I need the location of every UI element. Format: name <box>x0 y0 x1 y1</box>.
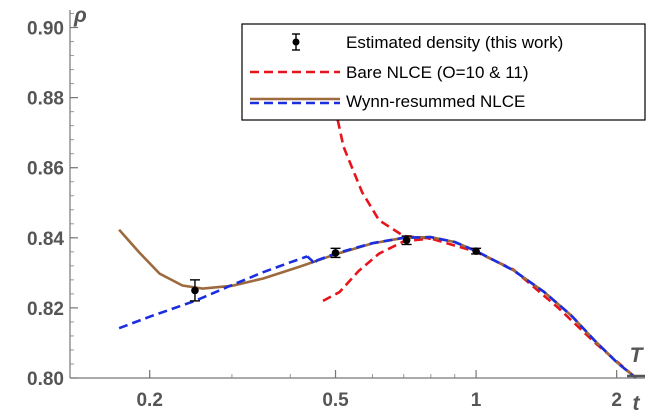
point-marker <box>191 286 199 295</box>
point-marker <box>402 236 411 245</box>
x-tick-label: 2 <box>611 390 622 411</box>
legend: Estimated density (this work) Bare NLCE … <box>241 23 646 121</box>
data-point <box>330 247 341 259</box>
x-tick-label: 0.5 <box>322 390 349 411</box>
x-tick-label: 1 <box>471 390 482 411</box>
point-marker <box>331 249 340 257</box>
tick-labels: 0.2 0.5 1 2 0.80 0.82 0.84 0.86 0.88 0.90 <box>27 19 622 411</box>
plot-series <box>118 36 637 380</box>
x-axis-label-top: T <box>630 344 645 367</box>
y-tick-label: 0.84 <box>27 229 64 250</box>
y-tick-label: 0.88 <box>27 89 64 110</box>
point-marker <box>472 247 480 255</box>
y-tick-label: 0.90 <box>27 19 64 40</box>
y-tick-label: 0.82 <box>27 299 64 320</box>
x-axis-label-bottom: t <box>633 392 641 415</box>
series-line-1-0 <box>323 36 637 379</box>
series-line-2-0 <box>118 228 637 380</box>
data-point <box>471 247 482 255</box>
axis-ticks <box>70 13 618 379</box>
series-line-3-1 <box>306 255 318 267</box>
y-tick-label: 0.86 <box>27 159 64 180</box>
data-points <box>189 235 482 302</box>
series-line-3-0 <box>118 255 308 330</box>
data-point <box>189 279 200 302</box>
data-point <box>401 235 412 246</box>
axes <box>69 10 645 379</box>
legend-label-wynn-nlce: Wynn-resummed NLCE <box>346 92 525 111</box>
legend-label-estimated-density: Estimated density (this work) <box>346 33 563 52</box>
y-axis-label: ρ <box>73 4 87 27</box>
y-tick-label: 0.80 <box>27 369 64 390</box>
legend-label-bare-nlce: Bare NLCE (O=10 & 11) <box>346 63 529 82</box>
legend-errorbar-marker <box>292 33 300 51</box>
x-tick-label: 0.2 <box>136 390 162 411</box>
series-line-3-2 <box>315 235 637 380</box>
